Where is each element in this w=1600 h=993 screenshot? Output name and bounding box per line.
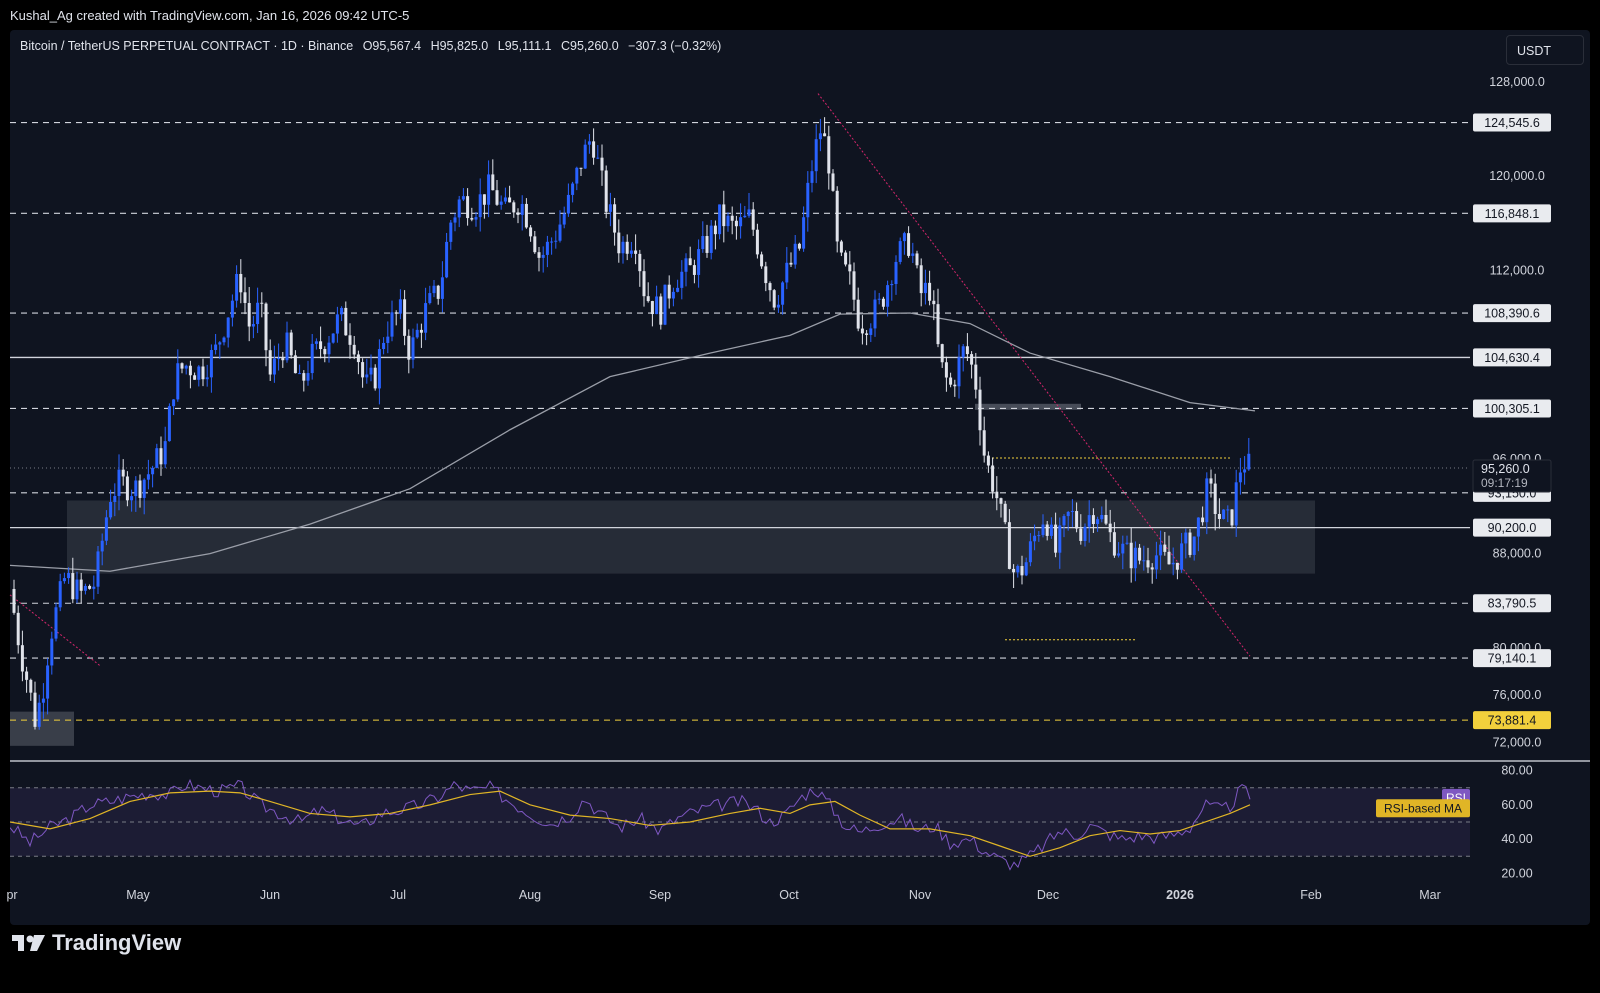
tradingview-brand: TradingView [52,930,182,955]
symbol-legend: Bitcoin / TetherUS PERPETUAL CONTRACT · … [20,39,727,53]
chart-panel[interactable] [10,30,1590,925]
attribution-text: Kushal_Ag created with TradingView.com, … [10,8,410,23]
ohlc-high: H95,825.0 [430,39,489,53]
symbol-name[interactable]: Bitcoin / TetherUS PERPETUAL CONTRACT · … [20,39,354,53]
currency-button[interactable]: USDT [1506,35,1584,65]
ohlc-open: O95,567.4 [362,39,422,53]
tradingview-logo-icon [12,935,45,951]
tradingview-logo[interactable]: TradingView [12,930,181,956]
ohlc-close: C95,260.0 [561,39,619,53]
ohlc-low: L95,111.1 [497,39,552,53]
ohlc-change: −307.3 (−0.32%) [628,39,722,53]
